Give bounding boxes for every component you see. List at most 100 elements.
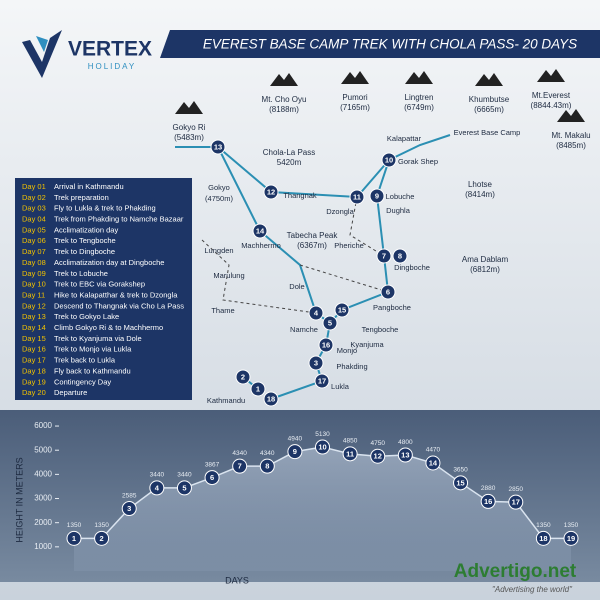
place-label: Lukla: [331, 382, 350, 391]
day-number: 16: [484, 497, 492, 506]
stop-marker: [252, 223, 268, 239]
itinerary-text: Trek to Lobuche: [54, 269, 108, 278]
value-label: 2585: [122, 492, 137, 499]
itinerary-text: Climb Gokyo Ri & to Machhermo: [54, 323, 163, 332]
itinerary-day: Day 06: [22, 236, 46, 245]
peak-height: (8188m): [269, 105, 299, 114]
value-label: 1350: [536, 522, 551, 529]
itinerary-day: Day 02: [22, 193, 46, 202]
title: EVEREST BASE CAMP TREK WITH CHOLA PASS- …: [203, 37, 577, 52]
stop-number: 12: [267, 187, 275, 196]
itinerary-day: Day 13: [22, 312, 46, 321]
point-marker: [176, 480, 192, 496]
side-paths: [201, 196, 389, 314]
tagline: HOLIDAY: [88, 62, 137, 71]
stop-number: 5: [328, 318, 332, 327]
stop-marker: [235, 369, 251, 385]
place-label: Gorak Shep: [398, 157, 438, 166]
mountain-icon: [405, 71, 433, 84]
day-number: 1: [72, 534, 76, 543]
itinerary-day: Day 17: [22, 356, 46, 365]
peak-name: Lhotse: [468, 180, 493, 189]
day-number: 13: [401, 451, 409, 460]
itinerary-day: Day 15: [22, 334, 46, 343]
y-tick-label: 3000: [34, 494, 52, 503]
itinerary-day: Day 20: [22, 388, 46, 397]
stop-number: 11: [353, 192, 361, 201]
place-label: Kathmandu: [207, 396, 245, 405]
place-label: Thame: [211, 306, 234, 315]
day-number: 14: [429, 458, 438, 467]
mountain-icon: [270, 73, 298, 86]
place-label: Kyanjuma: [350, 340, 384, 349]
day-number: 2: [100, 534, 104, 543]
point-marker: [425, 455, 441, 471]
peak-height: (6665m): [474, 105, 504, 114]
itinerary-text: Trek to EBC via Gorakshep: [54, 280, 145, 289]
point-marker: [66, 530, 82, 546]
value-label: 4340: [260, 450, 275, 457]
itinerary-text: Arrival in Kathmandu: [54, 182, 124, 191]
place-label: Pangboche: [373, 303, 411, 312]
value-label: 1350: [94, 522, 109, 529]
itinerary-text: Acclimatization day at Dingboche: [54, 258, 164, 267]
mountain-icon: [557, 109, 585, 122]
place-label: Dole: [289, 282, 304, 291]
peak-height: (7165m): [340, 103, 370, 112]
point-marker: [204, 470, 220, 486]
peak-name: Khumbutse: [469, 95, 510, 104]
day-number: 7: [238, 462, 242, 471]
stop-number: 4: [314, 308, 319, 317]
stop-number: 2: [241, 372, 245, 381]
brand: VERTEX: [68, 38, 152, 61]
itinerary-day: Day 08: [22, 258, 46, 267]
stop-number: 14: [256, 226, 265, 235]
day-number: 10: [318, 443, 326, 452]
stop-number: 10: [385, 155, 393, 164]
watermark-slogan: "Advertising the world": [492, 585, 573, 594]
point-marker: [94, 530, 110, 546]
stop-number: 17: [318, 376, 326, 385]
place-label: Monjo: [337, 346, 357, 355]
place-label: Pheriche: [334, 241, 364, 250]
itinerary-text: Fly to Lukla & trek to Phakding: [54, 204, 156, 213]
stop-marker: [263, 391, 279, 407]
place-label: Dughla: [386, 206, 411, 215]
day-number: 19: [567, 534, 575, 543]
stop-marker: [210, 139, 226, 155]
value-label: 3867: [205, 461, 220, 468]
day-number: 18: [539, 534, 547, 543]
stop-number: 7: [382, 251, 386, 260]
stop-marker: [308, 355, 324, 371]
y-tick-label: 1000: [34, 542, 52, 551]
day-number: 17: [512, 498, 520, 507]
value-label: 4850: [343, 438, 358, 445]
y-tick-label: 5000: [34, 445, 52, 454]
point-marker: [480, 493, 496, 509]
stop-marker: [263, 184, 279, 200]
itinerary-day: Day 05: [22, 225, 46, 234]
stop-number: 6: [386, 287, 390, 296]
itinerary-text: Trek from Phakding to Namche Bazaar: [54, 215, 184, 224]
stop-number: 8: [398, 251, 402, 260]
peak-name: Mt.Everest: [532, 91, 571, 100]
itinerary-text: Trek to Dingboche: [54, 247, 115, 256]
day-number: 15: [456, 478, 464, 487]
itinerary-day: Day 14: [22, 323, 46, 332]
stop-marker: [381, 152, 397, 168]
itinerary-day: Day 01: [22, 182, 46, 191]
stop-number: 15: [338, 305, 346, 314]
itinerary-text: Hike to Kalapatthar & trek to Dzongla: [54, 290, 178, 299]
place-label: Tengboche: [362, 325, 399, 334]
route: [175, 134, 451, 400]
logo: VERTEX HOLIDAY: [22, 30, 152, 78]
value-label: 4750: [370, 440, 385, 447]
itinerary-day: Day 16: [22, 345, 46, 354]
value-label: 2850: [509, 486, 524, 493]
point-marker: [232, 458, 248, 474]
stop-number: 3: [314, 358, 318, 367]
point-marker: [149, 480, 165, 496]
map-layer: Mt. Cho Oyu(8188m)Pumori(7165m)Lingtren(…: [173, 69, 591, 407]
itinerary-day: Day 07: [22, 247, 46, 256]
place-label: Marulung: [213, 271, 244, 280]
